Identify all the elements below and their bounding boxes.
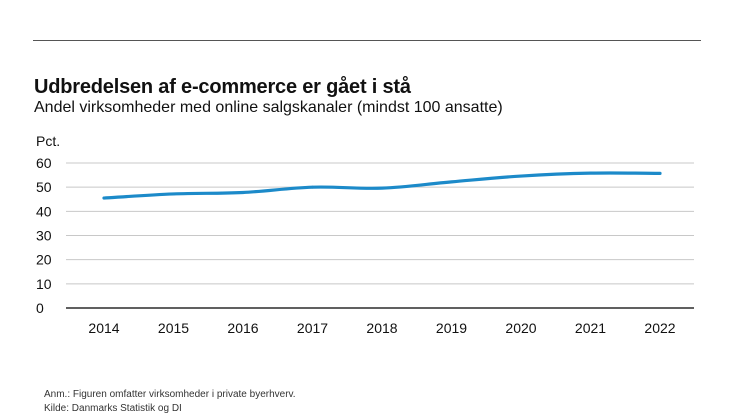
y-tick-label: 0 (36, 300, 44, 316)
chart-subtitle: Andel virksomheder med online salgskanal… (34, 99, 503, 116)
x-tick-label: 2019 (436, 320, 467, 336)
x-tick-label: 2016 (227, 320, 258, 336)
x-tick-labels: 2014 2015 2016 2017 2018 2019 2020 2021 2022 (88, 320, 675, 336)
x-tick-label: 2020 (505, 320, 536, 336)
x-tick-label: 2021 (575, 320, 606, 336)
y-tick-label: 60 (36, 155, 52, 171)
footnote-anm: Anm.: Figuren omfatter virksomheder i pr… (44, 389, 296, 400)
x-tick-label: 2014 (88, 320, 119, 336)
y-axis-unit-label: Pct. (36, 133, 60, 149)
y-tick-label: 40 (36, 203, 52, 219)
y-tick-label: 50 (36, 179, 52, 195)
y-tick-labels: 0 10 20 30 40 50 60 (36, 155, 52, 316)
x-tick-label: 2022 (644, 320, 675, 336)
x-tick-label: 2015 (158, 320, 189, 336)
x-tick-label: 2018 (366, 320, 397, 336)
data-point (589, 171, 592, 175)
data-point (519, 174, 523, 178)
data-point (172, 192, 175, 196)
y-tick-label: 20 (36, 252, 52, 268)
chart-title: Udbredelsen af e-commerce er gået i stå (34, 76, 411, 98)
y-tick-label: 10 (36, 276, 52, 292)
data-point (380, 186, 384, 190)
footnotes: Anm.: Figuren omfatter virksomheder i pr… (44, 388, 296, 416)
series-line (102, 171, 662, 200)
data-point (450, 180, 453, 184)
x-tick-label: 2017 (297, 320, 328, 336)
footnote-source: Kilde: Danmarks Statistik og DI (44, 403, 182, 414)
data-point (658, 171, 662, 175)
data-point (241, 191, 245, 194)
gridlines (66, 162, 694, 309)
data-point (311, 185, 314, 189)
data-points (102, 171, 662, 200)
y-tick-label: 30 (36, 228, 52, 244)
data-point (102, 196, 106, 200)
series-lines (102, 171, 662, 200)
top-divider (33, 40, 701, 41)
